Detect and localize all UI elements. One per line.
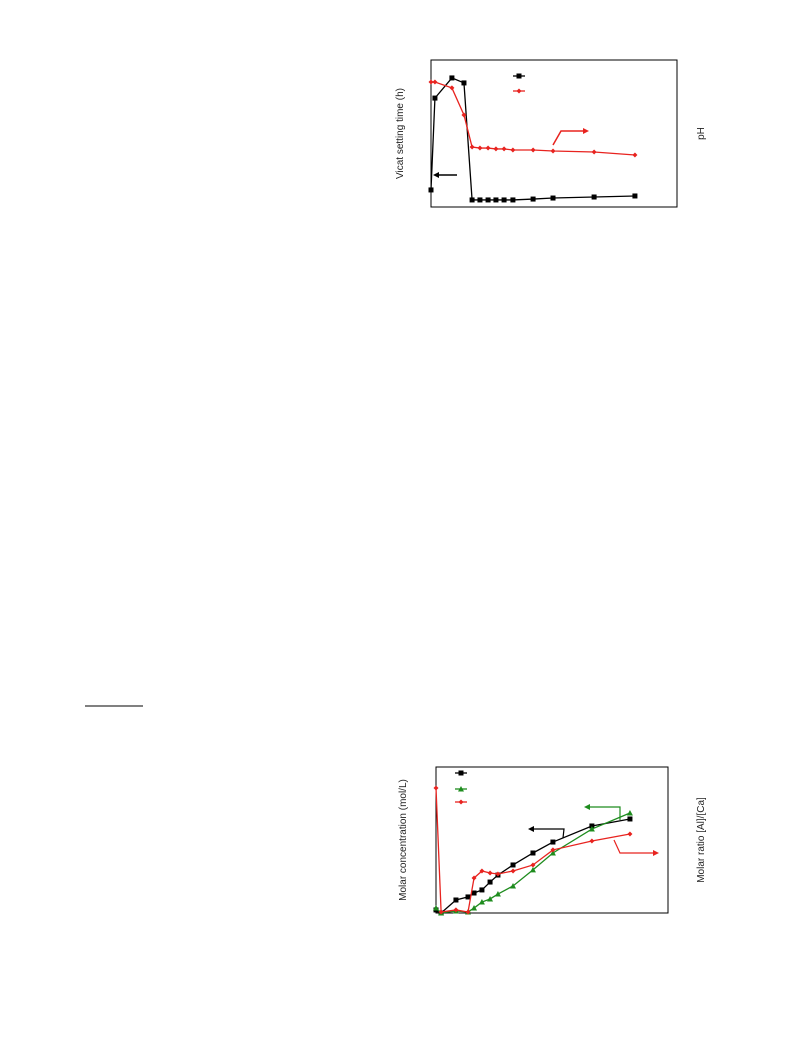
marker [433, 785, 439, 791]
marker [626, 809, 633, 816]
plot-frame [435, 766, 669, 914]
marker [471, 890, 477, 896]
marker [428, 79, 434, 85]
marker [510, 882, 517, 889]
marker [493, 146, 499, 152]
marker [487, 879, 493, 885]
marker [449, 75, 455, 81]
marker [485, 197, 491, 203]
marker [550, 839, 556, 845]
chart: Vicat setting time (h) pH [395, 59, 707, 208]
marker [550, 195, 556, 201]
plot-frame [430, 59, 678, 208]
series-line [430, 77, 635, 201]
marker [465, 894, 471, 900]
marker [510, 868, 516, 874]
marker [449, 85, 455, 91]
marker [453, 897, 459, 903]
marker [588, 826, 595, 832]
legend-marker [516, 73, 522, 79]
y2-axis-label: pH [696, 127, 707, 140]
marker [428, 187, 434, 193]
marker [487, 870, 493, 876]
marker [589, 838, 595, 844]
legend-marker [458, 770, 464, 776]
marker [477, 145, 483, 151]
annotation-arrows [433, 128, 659, 856]
marker [530, 850, 536, 856]
marker [510, 147, 516, 153]
marker [632, 193, 638, 199]
marker [485, 145, 491, 151]
marker [550, 148, 556, 154]
legend-marker [458, 799, 464, 805]
marker [438, 909, 444, 915]
marker [495, 871, 501, 877]
marker [627, 831, 633, 837]
y-axis-label: Vicat setting time (h) [395, 88, 406, 179]
marker [530, 147, 536, 153]
y2-axis-label: Molar ratio [Al]/[Ca] [696, 797, 707, 883]
marker [510, 862, 516, 868]
marker [469, 197, 475, 203]
marker [478, 899, 485, 905]
legend-marker [458, 786, 464, 792]
marker [510, 197, 516, 203]
y-axis-label: Molar concentration (mol/L) [398, 779, 409, 901]
marker [432, 79, 438, 85]
marker [501, 146, 507, 152]
marker [494, 891, 501, 897]
marker [461, 80, 467, 86]
marker [591, 149, 597, 155]
marker [493, 197, 499, 203]
marker [471, 905, 478, 911]
marker [529, 866, 536, 873]
marker [589, 823, 595, 829]
marker [591, 194, 597, 200]
chart: Molar concentration (mol/L) Molar ratio [… [398, 766, 707, 916]
marker [530, 862, 536, 868]
legend-marker [516, 88, 522, 94]
marker [632, 152, 638, 158]
marker [465, 909, 471, 915]
marker [479, 868, 485, 874]
marker [433, 905, 439, 911]
marker [549, 849, 556, 856]
marker [471, 875, 477, 881]
marker [469, 144, 475, 150]
marker [453, 907, 459, 913]
marker [479, 887, 485, 893]
marker [530, 196, 536, 202]
marker [461, 112, 467, 118]
marker [550, 847, 556, 853]
series-line [431, 81, 635, 156]
marker [501, 197, 507, 203]
marker [487, 895, 494, 902]
marker [432, 95, 438, 101]
marker [477, 197, 483, 203]
marker [627, 816, 633, 822]
